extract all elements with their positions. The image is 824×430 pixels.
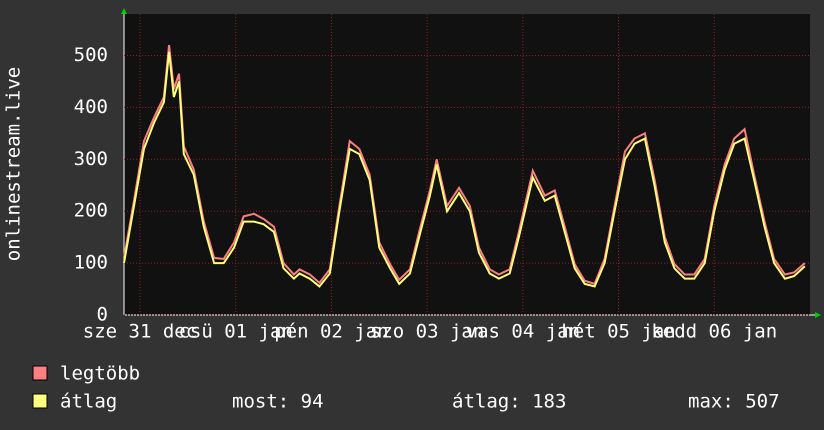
x-tick-label: szo 03 jan [370,321,484,343]
series-line [123,51,806,288]
x-tick-label: hét 05 jan [561,321,675,343]
y-tick-label: 200 [74,200,108,222]
legend-label: legtöbb [60,363,140,385]
stat-label: átlag: 183 [452,391,566,413]
x-tick-label: csü 01 jan [178,321,292,343]
y-tick-label: 300 [74,148,108,170]
stat-label: most: 94 [232,391,324,413]
y-tick-label: 0 [97,304,108,326]
plot-area [124,14,810,315]
y-arrow [121,8,127,14]
x-tick-label: sze 31 dec [83,321,197,343]
x-tick-label: pén 02 jan [274,321,388,343]
x-tick-label: vas 04 jan [466,321,580,343]
y-tick-label: 400 [74,96,108,118]
legend-swatch [32,365,48,381]
y-tick-label: 100 [74,252,108,274]
x-tick-label: kedd 06 jan [651,321,777,343]
series-line [123,45,806,286]
legend-label: átlag [60,391,117,413]
x-arrow [815,312,821,318]
y-axis-label: onlinestream.live [3,67,25,261]
stat-label: max: 507 [688,391,780,413]
legend-swatch [32,393,48,409]
y-tick-label: 500 [74,44,108,66]
